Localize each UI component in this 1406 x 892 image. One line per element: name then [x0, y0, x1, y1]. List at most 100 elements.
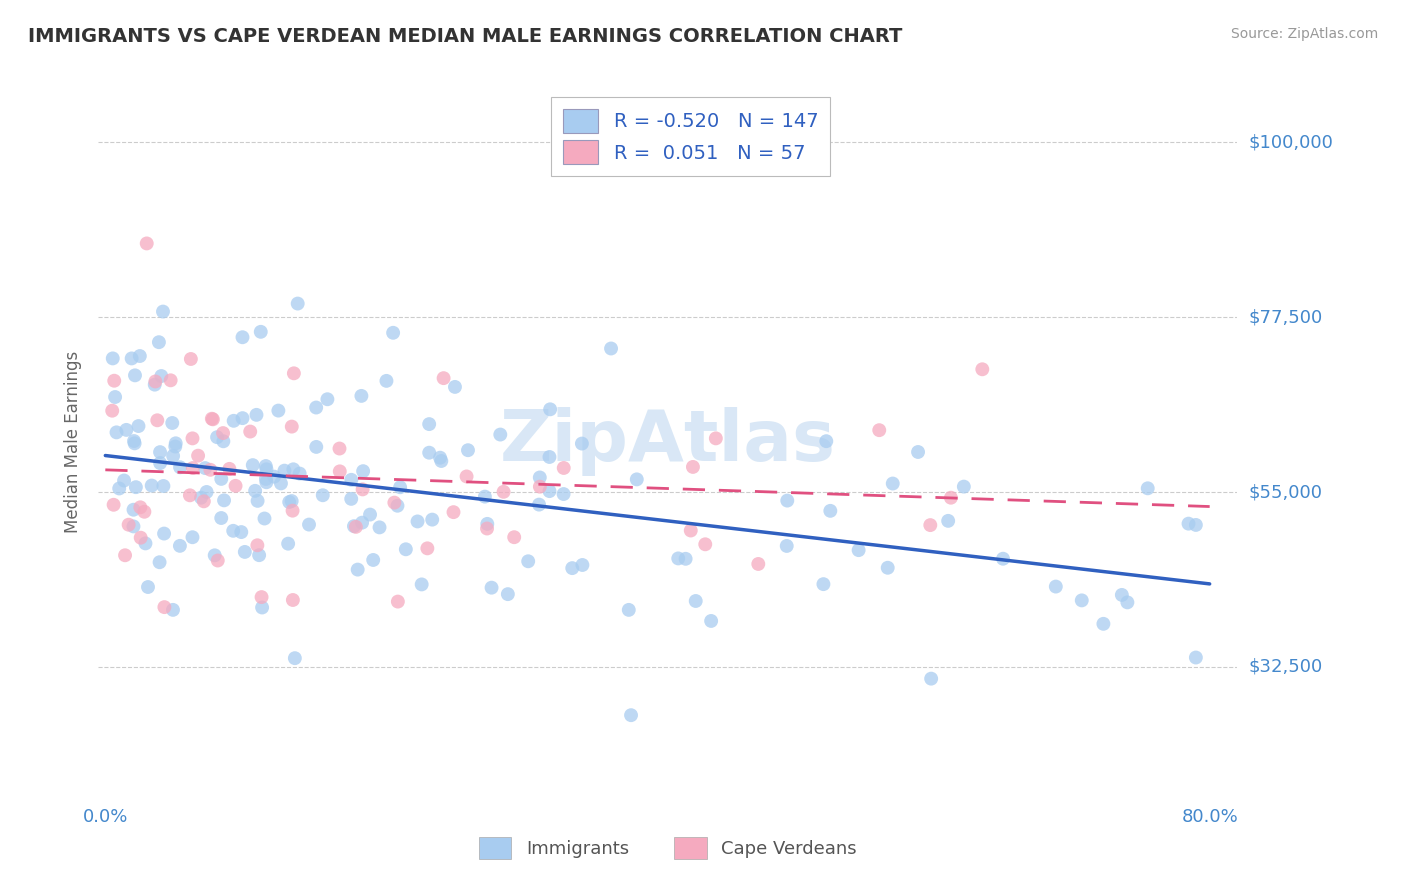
Point — [700, 614, 723, 628]
Point — [194, 461, 217, 475]
Point — [108, 482, 131, 496]
Text: $100,000: $100,000 — [1249, 134, 1333, 152]
Point — [117, 517, 139, 532]
Point — [239, 425, 262, 439]
Point — [222, 524, 245, 538]
Point — [169, 539, 191, 553]
Point — [149, 445, 172, 459]
Point — [920, 518, 942, 533]
Point — [477, 516, 499, 531]
Point — [1177, 516, 1199, 531]
Point — [517, 554, 540, 568]
Point — [152, 304, 174, 318]
Point — [122, 519, 145, 533]
Point — [179, 488, 201, 502]
Point — [190, 491, 212, 505]
Point — [201, 411, 224, 425]
Point — [231, 525, 253, 540]
Point — [368, 520, 391, 534]
Point — [848, 543, 870, 558]
Point — [489, 427, 512, 442]
Point — [122, 502, 145, 516]
Point — [233, 545, 256, 559]
Point — [359, 508, 381, 522]
Point — [246, 493, 269, 508]
Point — [181, 530, 204, 544]
Point — [222, 414, 245, 428]
Point — [1092, 616, 1115, 631]
Point — [263, 469, 285, 483]
Point — [162, 449, 184, 463]
Point — [936, 514, 959, 528]
Y-axis label: Median Male Earnings: Median Male Earnings — [65, 351, 83, 533]
Point — [704, 431, 727, 445]
Point — [433, 371, 456, 385]
Point — [352, 464, 374, 478]
Point — [328, 442, 350, 456]
Point — [329, 464, 352, 478]
Point — [115, 423, 138, 437]
Point — [492, 484, 515, 499]
Point — [270, 476, 292, 491]
Point — [553, 461, 575, 475]
Point — [153, 600, 176, 615]
Point — [162, 416, 184, 430]
Point — [312, 488, 335, 502]
Point — [134, 536, 156, 550]
Point — [340, 491, 363, 506]
Point — [267, 403, 290, 417]
Point — [538, 402, 561, 417]
Point — [679, 524, 702, 538]
Point — [882, 476, 904, 491]
Point — [561, 561, 583, 575]
Point — [1045, 580, 1067, 594]
Point — [254, 472, 277, 486]
Point — [218, 462, 240, 476]
Point — [150, 369, 173, 384]
Point — [475, 521, 498, 535]
Point — [387, 499, 409, 513]
Point — [209, 472, 232, 486]
Point — [256, 462, 278, 476]
Point — [288, 467, 311, 481]
Point — [920, 672, 942, 686]
Point — [496, 587, 519, 601]
Point — [225, 479, 247, 493]
Point — [122, 434, 145, 448]
Point — [907, 445, 929, 459]
Point — [1116, 595, 1139, 609]
Point — [305, 401, 328, 415]
Point — [600, 342, 623, 356]
Point — [343, 519, 366, 533]
Point — [416, 541, 439, 556]
Point — [254, 458, 277, 473]
Point — [104, 390, 127, 404]
Point — [180, 351, 202, 366]
Point — [443, 505, 465, 519]
Point — [682, 459, 704, 474]
Point — [815, 434, 838, 449]
Point — [143, 377, 166, 392]
Point — [617, 603, 640, 617]
Point — [287, 296, 309, 310]
Point — [242, 458, 264, 472]
Point — [101, 403, 124, 417]
Point — [876, 560, 898, 574]
Point — [134, 505, 156, 519]
Point — [149, 456, 172, 470]
Point — [124, 368, 146, 383]
Point — [201, 412, 224, 426]
Point — [991, 551, 1014, 566]
Point — [571, 436, 593, 450]
Point — [249, 325, 271, 339]
Point — [747, 557, 769, 571]
Point — [666, 551, 689, 566]
Point — [481, 581, 503, 595]
Point — [187, 449, 209, 463]
Point — [281, 419, 304, 434]
Point — [129, 531, 152, 545]
Point — [527, 498, 550, 512]
Point — [346, 563, 368, 577]
Text: $77,500: $77,500 — [1249, 309, 1323, 326]
Point — [456, 469, 478, 483]
